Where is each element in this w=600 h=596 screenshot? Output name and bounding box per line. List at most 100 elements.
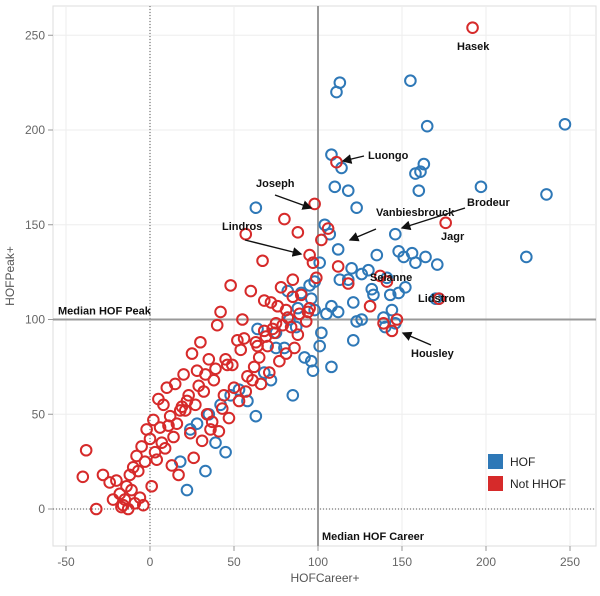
- legend-label-not-hhof: Not HHOF: [510, 477, 566, 491]
- data-point-hof: [365, 282, 379, 296]
- data-point-not-hhof: [212, 425, 226, 438]
- data-point-not-hhof: [286, 273, 300, 287]
- data-point-hof: [313, 256, 326, 269]
- data-point-not-hhof: [279, 347, 293, 360]
- data-point-not-hhof: [110, 474, 123, 487]
- data-point-hof: [298, 351, 311, 364]
- median-peak-label: Median HOF Peak: [58, 306, 152, 318]
- data-point-hof: [558, 118, 572, 131]
- data-point-not-hhof: [187, 451, 200, 465]
- annotation-luongo: Luongo: [368, 150, 409, 162]
- data-point-not-hhof: [321, 222, 335, 235]
- data-point-not-hhof: [266, 322, 279, 336]
- data-point-hof: [355, 267, 368, 281]
- data-point-hof: [341, 273, 355, 287]
- data-point-not-hhof: [204, 423, 217, 436]
- data-point-hof: [370, 248, 384, 262]
- data-point-not-hhof: [192, 379, 206, 393]
- data-point-hof: [219, 445, 232, 459]
- data-point-not-hhof: [202, 352, 216, 366]
- data-point-not-hhof: [153, 421, 167, 434]
- data-point-hof: [367, 288, 380, 302]
- legend-label-hof: HOF: [510, 455, 535, 469]
- data-point-not-hhof: [89, 502, 103, 516]
- data-point-not-hhof: [138, 455, 152, 468]
- data-point-not-hhof: [150, 453, 164, 467]
- data-point-not-hhof: [236, 313, 249, 326]
- annotation-arrow-lindros: [244, 239, 303, 257]
- annotation-arrow-luongo: [341, 154, 365, 164]
- data-point-not-hhof: [234, 343, 248, 357]
- data-point-not-hhof: [131, 464, 145, 478]
- annotation-joseph: Joseph: [256, 178, 295, 190]
- data-point-hof: [199, 464, 212, 478]
- data-point-not-hhof: [199, 368, 212, 381]
- data-point-hof: [404, 74, 417, 88]
- data-point-not-hhof: [189, 398, 202, 412]
- data-point-hof: [377, 311, 390, 324]
- data-point-not-hhof: [264, 296, 278, 309]
- data-point-not-hhof: [135, 440, 148, 453]
- data-point-not-hhof: [262, 366, 276, 379]
- data-point-not-hhof: [162, 419, 175, 432]
- data-point-hof: [184, 423, 197, 436]
- data-point-not-hhof: [341, 277, 355, 290]
- data-point-not-hhof: [306, 256, 320, 269]
- data-point-not-hhof: [209, 362, 222, 376]
- data-point-not-hhof: [286, 290, 300, 304]
- data-point-not-hhof: [157, 398, 170, 412]
- data-point-not-hhof: [237, 332, 251, 345]
- data-point-not-hhof: [145, 479, 158, 493]
- data-point-hof: [331, 305, 345, 319]
- data-point-not-hhof: [158, 442, 172, 455]
- annotation-arrow-brodeur: [400, 207, 466, 231]
- data-point-hof: [385, 303, 399, 317]
- data-point-hof: [345, 262, 358, 275]
- data-point-not-hhof: [380, 275, 394, 288]
- data-point-not-hhof: [165, 459, 179, 472]
- data-point-not-hhof: [175, 400, 189, 413]
- data-point-hof: [257, 366, 271, 379]
- data-point-hof: [380, 271, 394, 285]
- data-point-hof: [350, 201, 363, 214]
- annotation-jagr: Jagr: [441, 231, 465, 243]
- data-point-hof: [419, 250, 432, 264]
- data-point-not-hhof: [254, 377, 268, 391]
- data-point-hof: [430, 258, 444, 271]
- y-tick-label: 150: [25, 218, 45, 232]
- data-point-not-hhof: [244, 284, 258, 298]
- data-point-not-hhof: [210, 318, 224, 332]
- y-tick-label: 250: [25, 28, 45, 42]
- data-point-not-hhof: [239, 385, 253, 398]
- data-point-not-hhof: [331, 260, 345, 273]
- data-point-not-hhof: [222, 411, 236, 425]
- y-tick-label: 200: [25, 123, 45, 137]
- data-point-hof: [224, 389, 237, 402]
- data-point-hof: [420, 119, 434, 133]
- data-point-not-hhof: [195, 434, 209, 448]
- y-tick-label: 50: [32, 407, 46, 421]
- data-point-not-hhof: [279, 303, 293, 317]
- legend-swatch-hof: [488, 454, 503, 469]
- data-point-not-hhof: [385, 324, 399, 338]
- data-point-not-hhof: [106, 493, 120, 506]
- data-point-hof: [269, 341, 283, 355]
- data-point-hof: [520, 250, 533, 264]
- data-point-not-hhof: [288, 341, 301, 355]
- data-point-not-hhof: [303, 301, 316, 315]
- data-point-not-hhof: [182, 389, 195, 402]
- data-point-not-hhof: [226, 358, 239, 372]
- data-point-not-hhof: [215, 402, 229, 415]
- data-point-not-hhof: [76, 470, 90, 484]
- data-point-not-hhof: [315, 233, 328, 247]
- x-tick-label: 0: [147, 555, 154, 569]
- annotation-housley: Housley: [411, 348, 455, 360]
- data-point-not-hhof: [96, 468, 110, 482]
- data-point-not-hhof: [291, 328, 305, 341]
- x-tick-label: 150: [392, 555, 412, 569]
- data-point-hof: [304, 354, 318, 368]
- median-career-label: Median HOF Career: [322, 531, 425, 543]
- data-point-not-hhof: [185, 347, 199, 360]
- data-point-hof: [318, 218, 332, 232]
